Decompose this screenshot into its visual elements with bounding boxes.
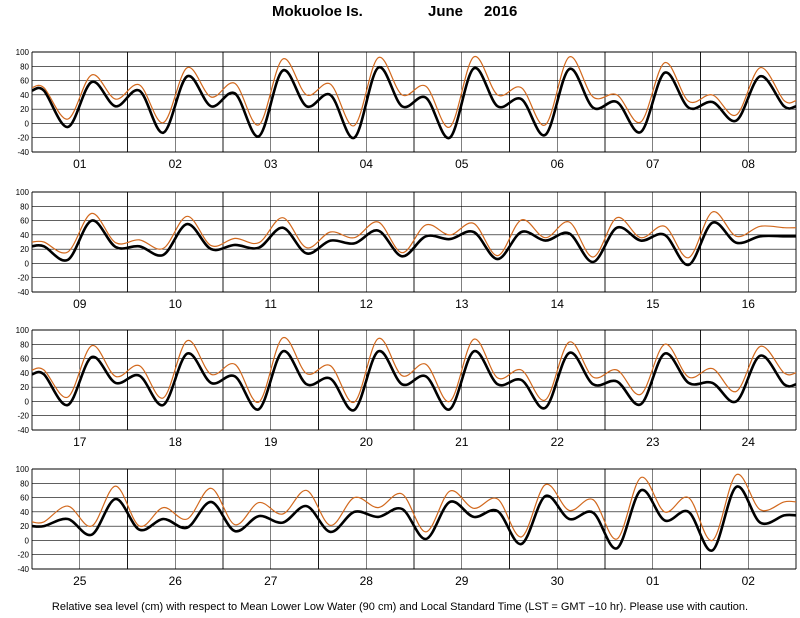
day-label: 13 [455,297,469,311]
predicted-tide-line [31,211,797,259]
day-label: 24 [742,435,756,449]
day-label: 20 [360,435,374,449]
y-tick-label: 40 [20,91,29,100]
day-label: 16 [742,297,756,311]
day-label: 19 [264,435,278,449]
day-label: 04 [360,157,374,171]
observed-sea-level-line [31,66,797,140]
day-label: 21 [455,435,469,449]
y-tick-label: 20 [20,105,29,114]
day-label: 08 [742,157,756,171]
day-label: 17 [73,435,87,449]
y-tick-label: 40 [20,231,29,240]
predicted-tide-line [31,337,797,403]
footnote: Relative sea level (cm) with respect to … [51,601,749,613]
y-tick-label: 0 [25,119,30,128]
y-tick-label: 80 [20,340,29,349]
day-label: 30 [551,574,565,588]
y-tick-label: 60 [20,355,29,364]
day-label: 09 [73,297,87,311]
y-tick-label: 80 [20,479,29,488]
day-label: 26 [169,574,183,588]
y-tick-label: 20 [20,383,29,392]
title-year: 2016 [484,3,518,20]
y-tick-label: -20 [17,274,29,283]
y-tick-label: -40 [17,565,29,574]
y-tick-label: -40 [17,426,29,435]
day-label: 14 [551,297,565,311]
day-label: 11 [265,297,278,311]
day-label: 07 [646,157,660,171]
observed-sea-level-line [31,485,797,552]
day-label: 01 [646,574,660,588]
day-label: 18 [169,435,183,449]
y-tick-label: 40 [20,508,29,517]
day-label: 10 [169,297,183,311]
title-month: June [428,3,464,20]
chart-title: Mokuoloe Is. June 2016 [0,3,800,27]
y-tick-label: 20 [20,245,29,254]
day-label: 05 [455,157,469,171]
y-tick-label: 60 [20,217,29,226]
day-label: 23 [646,435,660,449]
day-label: 22 [551,435,565,449]
y-tick-label: -40 [17,148,29,157]
y-tick-label: 60 [20,77,29,86]
predicted-tide-line [31,473,797,542]
y-tick-label: 100 [16,326,30,335]
y-tick-label: -40 [17,288,29,297]
y-tick-label: 80 [20,202,29,211]
predicted-tide-line [31,56,797,128]
y-tick-label: -20 [17,551,29,560]
y-tick-label: 100 [16,48,30,57]
y-tick-label: 0 [25,397,30,406]
station-name: Mokuoloe Is. [272,3,363,20]
day-label: 25 [73,574,87,588]
day-label: 02 [742,574,756,588]
day-label: 12 [360,297,374,311]
day-label: 27 [264,574,278,588]
y-tick-label: 0 [25,536,30,545]
observed-sea-level-line [31,219,796,267]
day-label: 29 [455,574,469,588]
y-tick-label: 80 [20,62,29,71]
day-label: 28 [360,574,374,588]
day-label: 01 [73,157,87,171]
day-label: 15 [646,297,660,311]
day-label: 02 [169,157,183,171]
y-tick-label: 0 [25,259,30,268]
y-tick-label: 100 [16,188,30,197]
y-tick-label: -20 [17,412,29,421]
y-tick-label: 60 [20,494,29,503]
y-tick-label: 100 [16,465,30,474]
y-tick-label: 40 [20,369,29,378]
observed-sea-level-line [31,350,797,412]
day-label: 06 [551,157,565,171]
y-tick-label: 20 [20,522,29,531]
day-label: 03 [264,157,278,171]
y-tick-label: -20 [17,134,29,143]
